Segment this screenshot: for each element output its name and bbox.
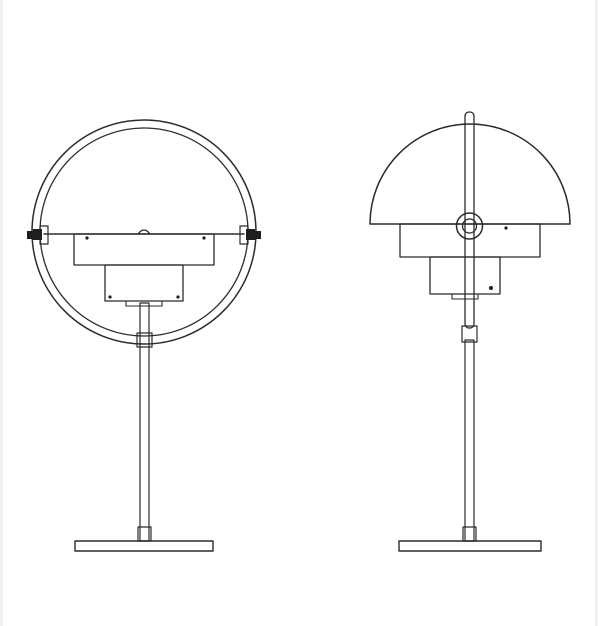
- side-base-plate: [398, 540, 542, 552]
- side-view-lamp: [369, 111, 571, 552]
- side-upper-shade: [399, 223, 541, 258]
- front-left-knob-icon: [27, 225, 49, 245]
- front-dot-1: [85, 236, 89, 240]
- front-view-lamp: [27, 119, 261, 552]
- front-dot-3: [108, 295, 112, 299]
- side-pivot-hub-inner: [461, 218, 478, 234]
- front-stem: [139, 302, 150, 542]
- front-lower-shade: [104, 264, 184, 302]
- front-right-knob-icon: [239, 225, 261, 245]
- front-outer-ring: [31, 119, 257, 345]
- side-dot-1: [504, 226, 508, 230]
- side-stem-base-collar: [462, 526, 477, 542]
- front-upper-shade: [73, 233, 215, 266]
- front-dot-4: [176, 295, 180, 299]
- front-ring-collar: [136, 332, 153, 348]
- left-edge-line: [0, 0, 3, 626]
- side-arm-joint: [461, 325, 478, 343]
- side-pivot-hub-outer: [455, 212, 484, 240]
- front-base-plate: [74, 540, 214, 552]
- front-dot-2: [202, 236, 206, 240]
- side-dot-2: [489, 286, 493, 290]
- side-dome-shade: [369, 123, 571, 225]
- side-stem: [464, 339, 475, 542]
- front-shade-bump: [137, 229, 151, 235]
- right-edge-line: [595, 0, 598, 626]
- front-inner-ring: [39, 127, 249, 337]
- front-socket-plate: [125, 300, 163, 307]
- front-stem-base-collar: [137, 526, 152, 542]
